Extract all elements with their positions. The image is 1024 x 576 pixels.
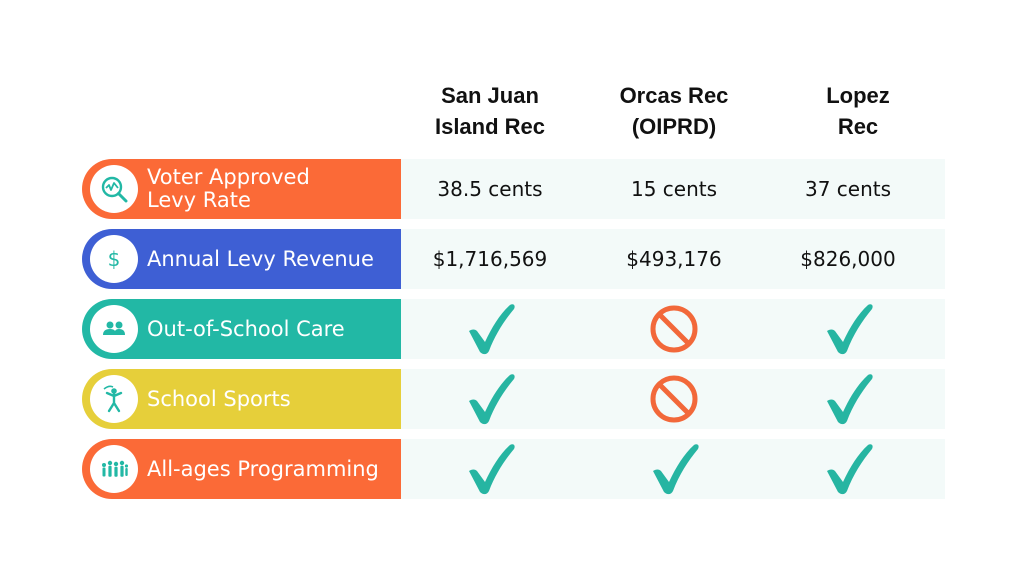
row-label: All-ages Programming bbox=[147, 456, 379, 481]
cell-san-juan bbox=[400, 439, 580, 499]
row-background bbox=[400, 159, 945, 219]
checkmark-icon bbox=[469, 444, 515, 495]
table-row: Out-of-School Care bbox=[82, 299, 945, 359]
table-row: School Sports bbox=[82, 369, 945, 429]
cell-lopez bbox=[758, 439, 938, 499]
row-label-pill: Out-of-School Care bbox=[82, 299, 401, 359]
row-label: Voter Approved Levy Rate bbox=[147, 165, 310, 212]
dollar-icon: $ bbox=[90, 235, 138, 283]
cell-lopez bbox=[758, 299, 938, 359]
cell-lopez: 37 cents bbox=[758, 159, 938, 219]
checkmark-icon bbox=[827, 444, 873, 495]
svg-text:$: $ bbox=[108, 247, 121, 271]
cell-san-juan: $1,716,569 bbox=[400, 229, 580, 289]
row-label-pill: All-ages Programming bbox=[82, 439, 401, 499]
prohibited-icon bbox=[650, 375, 698, 423]
cell-lopez: $826,000 bbox=[758, 229, 938, 289]
people-icon bbox=[90, 305, 138, 353]
column-header-orcas: Orcas Rec (OIPRD) bbox=[619, 83, 729, 139]
checkmark-icon bbox=[827, 304, 873, 355]
checkmark-icon bbox=[469, 374, 515, 425]
column-header-lopez: Lopez Rec bbox=[826, 83, 890, 139]
row-label: School Sports bbox=[147, 386, 291, 411]
row-label: Out-of-School Care bbox=[147, 316, 345, 341]
table-row: All-ages Programming bbox=[82, 439, 945, 499]
cell-orcas: $493,176 bbox=[584, 229, 764, 289]
row-label-pill: School Sports bbox=[82, 369, 401, 429]
cell-orcas: 15 cents bbox=[584, 159, 764, 219]
checkmark-icon bbox=[827, 374, 873, 425]
cell-orcas bbox=[584, 369, 764, 429]
row-label-pill: $ Annual Levy Revenue bbox=[82, 229, 401, 289]
row-label-pill: Voter Approved Levy Rate bbox=[82, 159, 401, 219]
cell-san-juan: 38.5 cents bbox=[400, 159, 580, 219]
cell-value: 37 cents bbox=[804, 177, 892, 201]
table-row: $ Annual Levy Revenue $1,716,569 $493,17… bbox=[82, 229, 945, 289]
athlete-icon bbox=[90, 375, 138, 423]
cell-orcas bbox=[584, 439, 764, 499]
cell-value: 38.5 cents bbox=[437, 177, 543, 201]
checkmark-icon bbox=[469, 304, 515, 355]
cell-lopez bbox=[758, 369, 938, 429]
cell-value: $826,000 bbox=[800, 247, 896, 271]
table-row: Voter Approved Levy Rate 38.5 cents 15 c… bbox=[82, 159, 945, 219]
chart-magnifier-icon bbox=[90, 165, 138, 213]
cell-san-juan bbox=[400, 299, 580, 359]
cell-orcas bbox=[584, 299, 764, 359]
cell-san-juan bbox=[400, 369, 580, 429]
cell-value: $1,716,569 bbox=[432, 247, 548, 271]
column-header-san-juan: San Juan Island Rec bbox=[434, 83, 546, 139]
row-background bbox=[400, 229, 945, 289]
row-label: Annual Levy Revenue bbox=[147, 246, 374, 271]
checkmark-icon bbox=[653, 444, 699, 495]
prohibited-icon bbox=[650, 305, 698, 353]
cell-value: 15 cents bbox=[630, 177, 718, 201]
crowd-icon bbox=[90, 445, 138, 493]
cell-value: $493,176 bbox=[626, 247, 722, 271]
